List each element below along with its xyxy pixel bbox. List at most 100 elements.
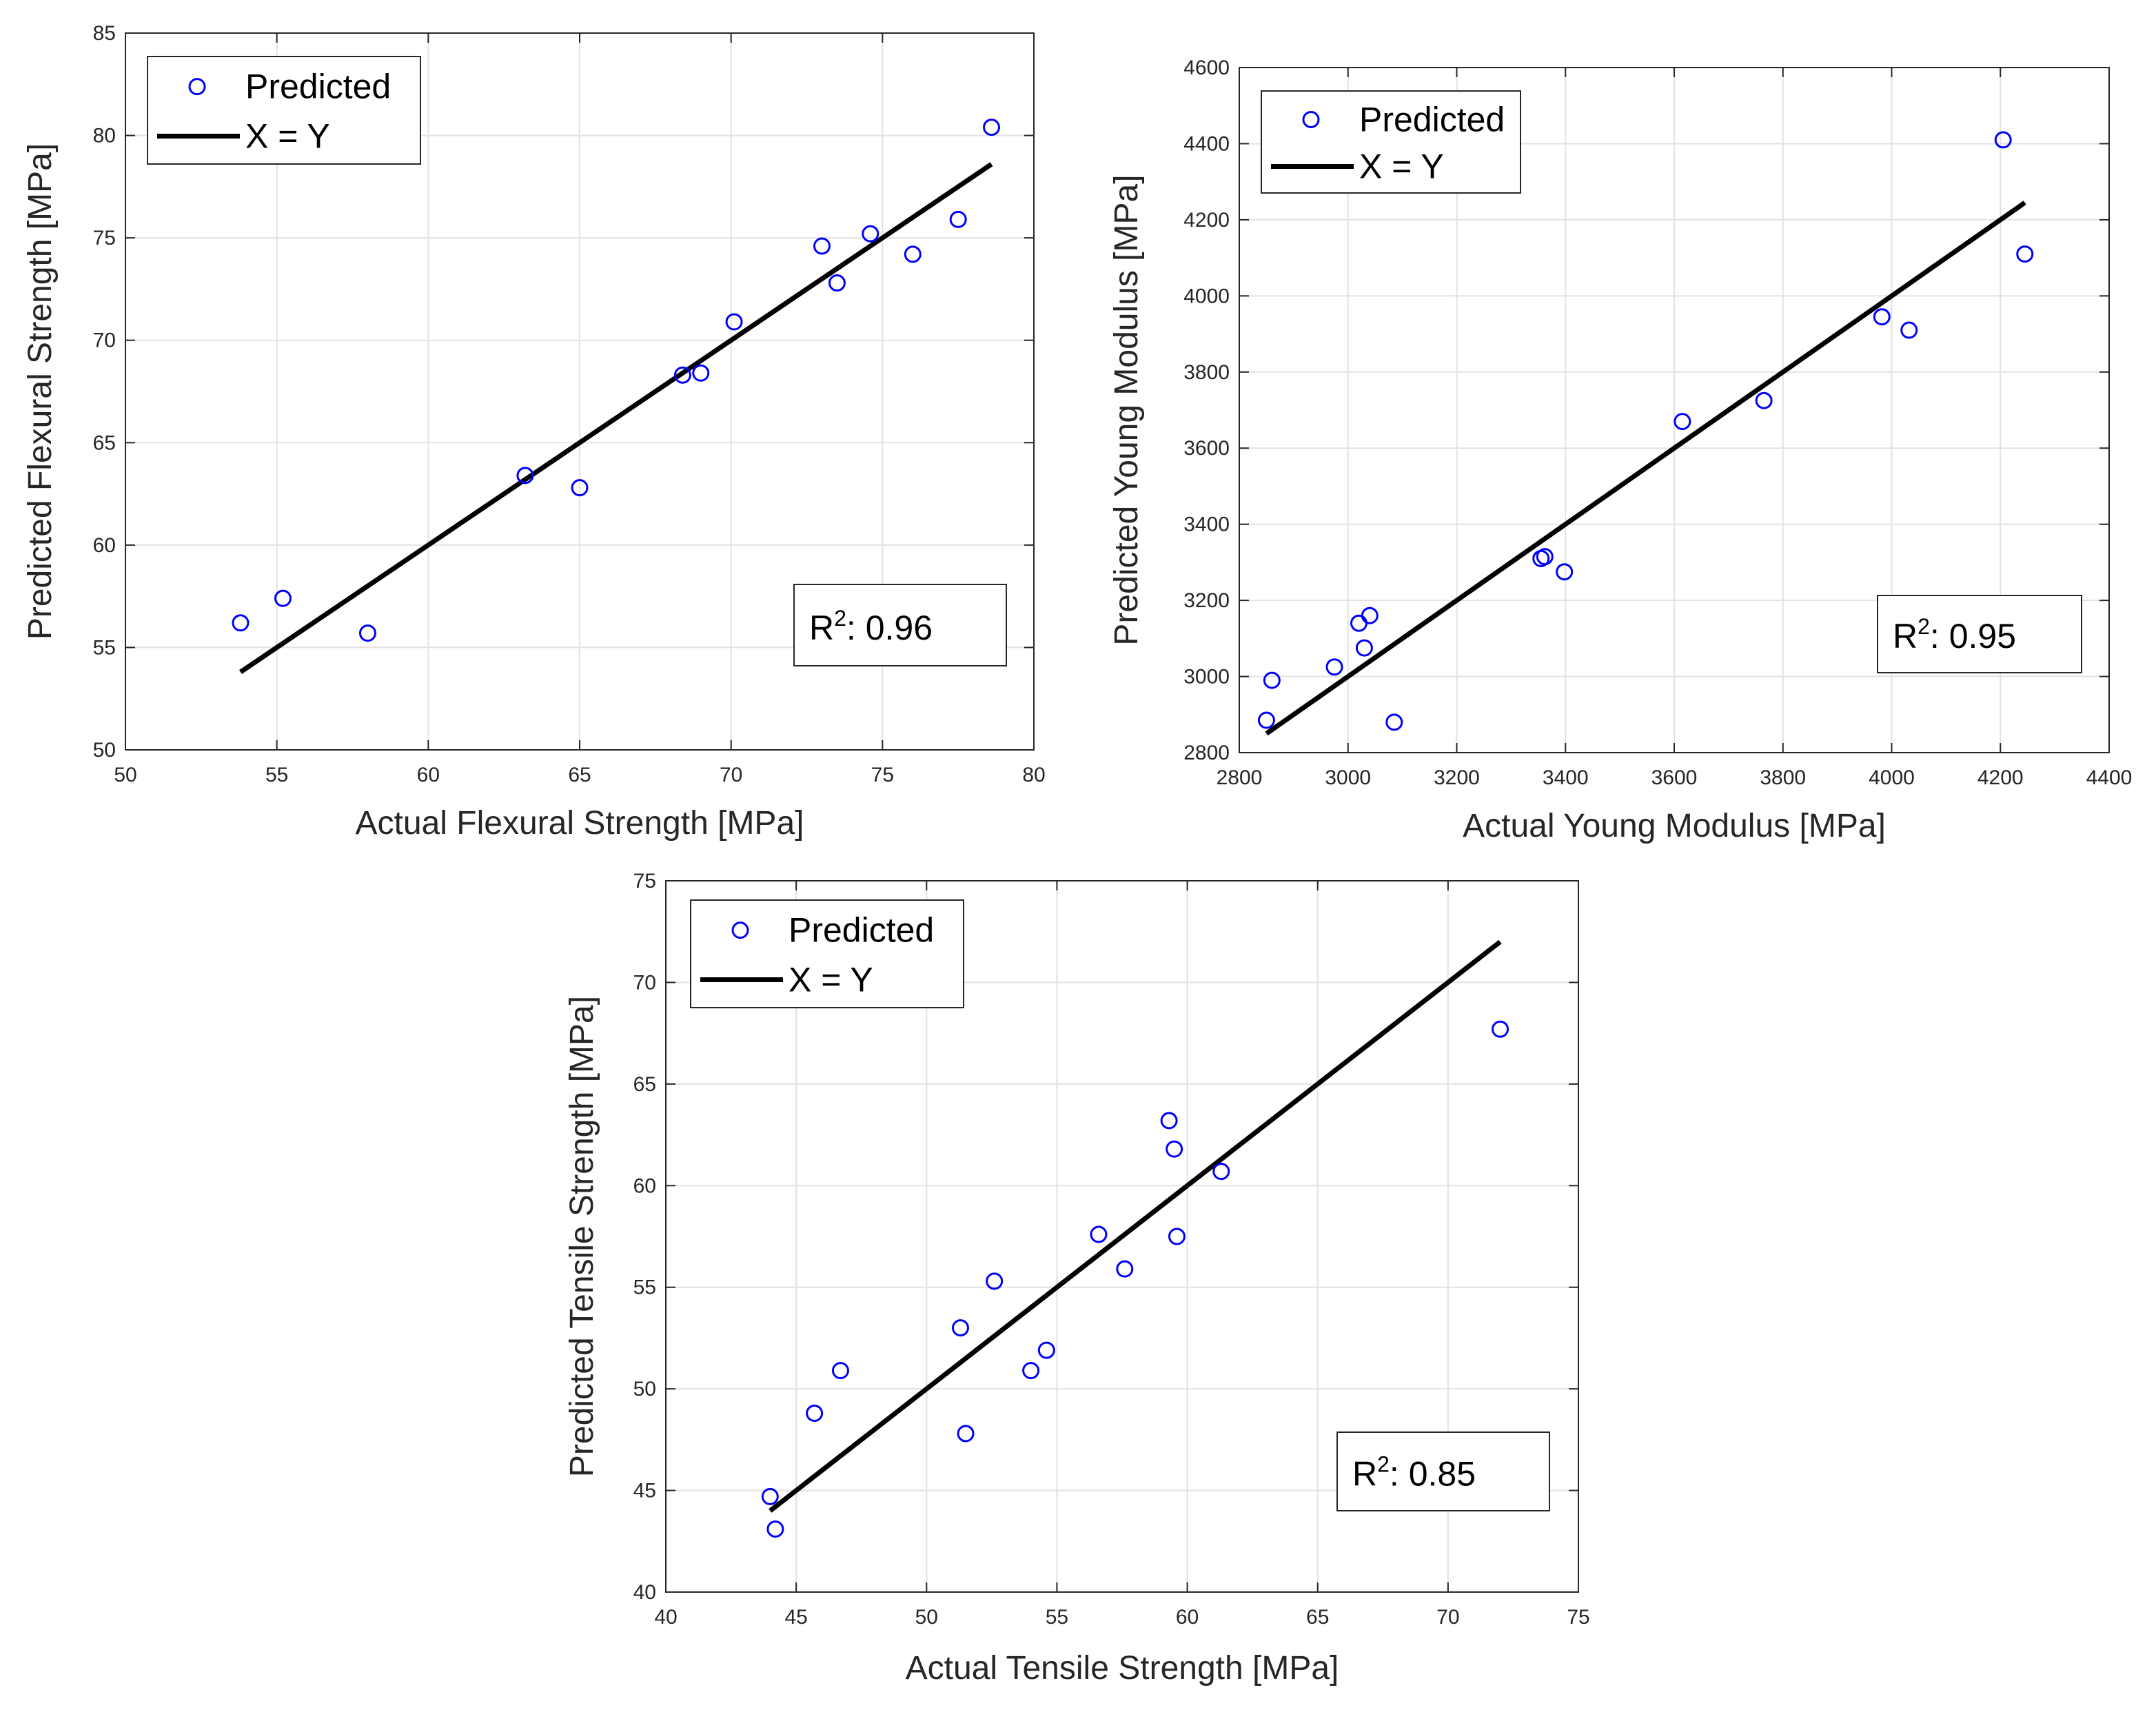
data-point (725, 313, 743, 331)
x-axis-label: Actual Young Modulus [MPa] (1463, 808, 1886, 844)
data-point (673, 366, 691, 384)
x-tick-label: 4400 (2086, 766, 2133, 789)
x-tick-label: 60 (1176, 1606, 1199, 1629)
data-point (1385, 713, 1403, 731)
x-tick-label: 3400 (1543, 766, 1589, 789)
y-tick-label: 3000 (1183, 666, 1230, 689)
legend-label-line: X = Y (789, 960, 873, 999)
legend-label-line: X = Y (1359, 147, 1444, 186)
data-point (1674, 413, 1691, 431)
data-point (1212, 1163, 1230, 1181)
legend-box (147, 56, 421, 165)
x-tick-label: 70 (720, 764, 742, 786)
y-tick-label: 4000 (1183, 285, 1230, 307)
data-point (692, 364, 710, 382)
data-point (274, 589, 292, 607)
x-tick-label: 3600 (1651, 766, 1698, 789)
data-point (1492, 1020, 1509, 1038)
x-tick-label: 60 (417, 764, 440, 786)
legend-label-predicted: Predicted (789, 911, 934, 950)
legend-label-predicted: Predicted (245, 68, 391, 106)
x-tick-label: 3800 (1760, 766, 1806, 789)
x-tick-label: 55 (1046, 1606, 1068, 1629)
y-tick-label: 70 (93, 329, 116, 352)
data-point (1355, 639, 1373, 657)
data-point (1090, 1225, 1108, 1243)
data-point (1022, 1362, 1040, 1380)
chart-1: 50 55 60 65 70 75 80 50 55 60 65 70 75 80 85 Actual Fle… (22, 22, 1046, 842)
data-point (828, 274, 846, 292)
y-axis-label: Predicted Tensile Strength [MPa] (564, 996, 600, 1477)
x-tick-label: 3200 (1434, 766, 1480, 789)
data-point (1116, 1260, 1134, 1278)
x-tick-label: 75 (871, 764, 894, 786)
y-tick-label: 3200 (1183, 589, 1230, 612)
data-point (1361, 607, 1379, 624)
data-point (957, 1425, 975, 1443)
legend-marker-predicted (188, 78, 206, 96)
data-point (1994, 131, 2012, 149)
data-point (986, 1272, 1004, 1290)
data-point (951, 1319, 969, 1337)
x-axis-label: Actual Flexural Strength [MPa] (356, 805, 804, 842)
r2-box (793, 584, 1007, 666)
x-tick-label: 2800 (1217, 766, 1263, 789)
data-point (982, 119, 1000, 136)
r2-annotation: R2: 0.96 (809, 606, 933, 647)
data-point (1556, 563, 1574, 581)
y-tick-label: 55 (633, 1276, 656, 1299)
data-point (806, 1405, 824, 1423)
y-tick-label: 60 (633, 1174, 656, 1197)
data-point (862, 225, 879, 243)
x-tick-label: 65 (1306, 1606, 1329, 1629)
x-tick-label: 65 (568, 764, 591, 786)
legend-label-line: X = Y (245, 116, 330, 155)
y-tick-label: 50 (633, 1378, 656, 1400)
y-tick-label: 80 (93, 125, 116, 147)
axes-frame (665, 880, 1579, 1593)
data-point (1536, 548, 1554, 566)
data-point (904, 245, 922, 263)
y-tick-label: 45 (633, 1480, 656, 1502)
identity-line (1265, 201, 2026, 736)
chart-2: 2800 3000 3200 3400 3600 3800 4000 4200 4400 2800… (1108, 57, 2132, 844)
r2-annotation: R2: 0.95 (1893, 614, 2016, 655)
data-point (831, 1362, 849, 1380)
y-tick-label: 75 (633, 870, 656, 893)
legend-marker-predicted (731, 921, 749, 939)
data-point (1037, 1341, 1055, 1359)
y-tick-label: 4200 (1183, 209, 1230, 232)
data-point (232, 614, 250, 632)
y-tick-label: 50 (93, 739, 116, 762)
identity-line (238, 162, 993, 674)
data-point (761, 1487, 779, 1505)
y-tick-label: 3400 (1183, 513, 1230, 536)
r2-box (1336, 1431, 1550, 1511)
x-tick-label: 75 (1567, 1606, 1589, 1629)
legend-box (690, 899, 964, 1008)
y-tick-label: 40 (633, 1581, 656, 1604)
data-point (1263, 671, 1281, 689)
y-tick-label: 85 (93, 22, 116, 45)
data-point (1166, 1140, 1183, 1158)
data-point (1160, 1112, 1178, 1130)
legend-box (1261, 90, 1521, 194)
data-point (1755, 391, 1773, 409)
data-point (358, 624, 376, 642)
legend-marker-predicted (1302, 110, 1320, 128)
x-tick-label: 45 (784, 1606, 807, 1629)
data-point (766, 1520, 784, 1538)
x-tick-label: 4000 (1869, 766, 1915, 789)
data-point (1900, 321, 1918, 339)
x-tick-label: 3000 (1325, 766, 1371, 789)
y-tick-label: 65 (633, 1073, 656, 1096)
y-tick-label: 75 (93, 227, 116, 249)
x-tick-label: 50 (915, 1606, 938, 1629)
y-tick-label: 2800 (1183, 742, 1230, 764)
data-point (2016, 245, 2034, 263)
data-point (813, 237, 831, 255)
y-tick-label: 60 (93, 534, 116, 557)
data-point (1257, 711, 1275, 729)
data-point (571, 479, 589, 497)
